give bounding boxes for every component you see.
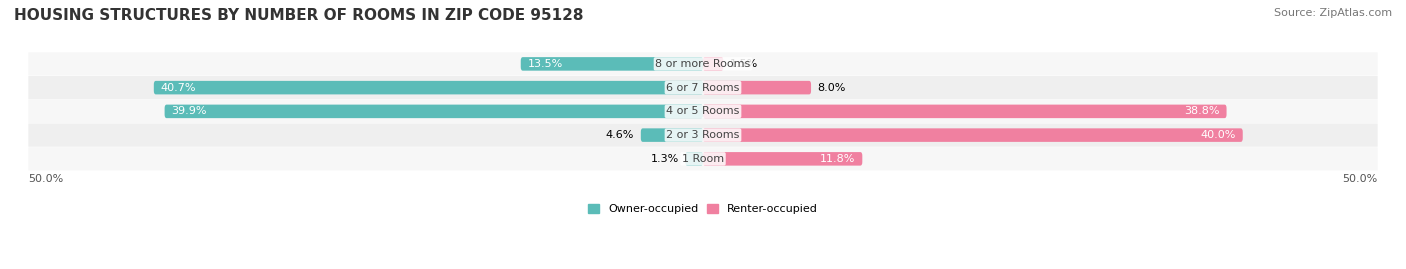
Text: 8 or more Rooms: 8 or more Rooms — [655, 59, 751, 69]
Text: 13.5%: 13.5% — [527, 59, 562, 69]
FancyBboxPatch shape — [703, 57, 723, 71]
Text: 1.5%: 1.5% — [730, 59, 758, 69]
FancyBboxPatch shape — [703, 128, 1243, 142]
Legend: Owner-occupied, Renter-occupied: Owner-occupied, Renter-occupied — [583, 200, 823, 219]
FancyBboxPatch shape — [703, 81, 811, 94]
Text: 4 or 5 Rooms: 4 or 5 Rooms — [666, 106, 740, 116]
Text: 1.3%: 1.3% — [651, 154, 679, 164]
Text: 39.9%: 39.9% — [172, 106, 207, 116]
Text: 6 or 7 Rooms: 6 or 7 Rooms — [666, 83, 740, 93]
FancyBboxPatch shape — [685, 152, 703, 166]
FancyBboxPatch shape — [703, 152, 862, 166]
FancyBboxPatch shape — [28, 76, 1378, 99]
FancyBboxPatch shape — [641, 128, 703, 142]
Text: HOUSING STRUCTURES BY NUMBER OF ROOMS IN ZIP CODE 95128: HOUSING STRUCTURES BY NUMBER OF ROOMS IN… — [14, 8, 583, 23]
Text: 40.7%: 40.7% — [160, 83, 197, 93]
Text: 40.0%: 40.0% — [1201, 130, 1236, 140]
FancyBboxPatch shape — [28, 147, 1378, 171]
Text: 1 Room: 1 Room — [682, 154, 724, 164]
Text: 8.0%: 8.0% — [818, 83, 846, 93]
FancyBboxPatch shape — [28, 52, 1378, 76]
FancyBboxPatch shape — [703, 105, 1226, 118]
Text: 38.8%: 38.8% — [1184, 106, 1219, 116]
Text: 2 or 3 Rooms: 2 or 3 Rooms — [666, 130, 740, 140]
Text: 11.8%: 11.8% — [820, 154, 855, 164]
Text: 4.6%: 4.6% — [606, 130, 634, 140]
Text: Source: ZipAtlas.com: Source: ZipAtlas.com — [1274, 8, 1392, 18]
FancyBboxPatch shape — [28, 100, 1378, 123]
FancyBboxPatch shape — [28, 123, 1378, 147]
Text: 50.0%: 50.0% — [1343, 174, 1378, 183]
FancyBboxPatch shape — [520, 57, 703, 71]
FancyBboxPatch shape — [165, 105, 703, 118]
FancyBboxPatch shape — [153, 81, 703, 94]
Text: 50.0%: 50.0% — [28, 174, 63, 183]
